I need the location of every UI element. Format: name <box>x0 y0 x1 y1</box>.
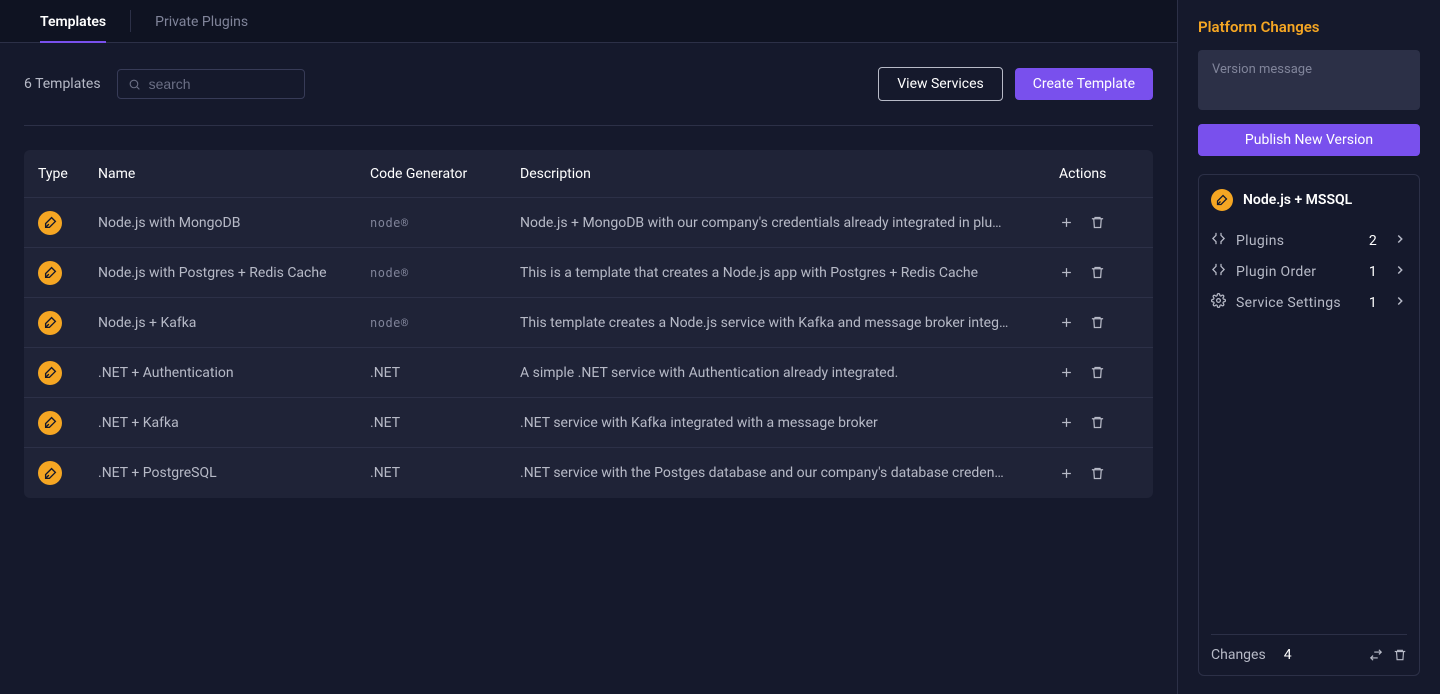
templates-count: 6 Templates <box>24 76 101 92</box>
template-type-icon <box>38 311 62 335</box>
platform-changes-title: Platform Changes <box>1198 18 1420 36</box>
add-icon[interactable] <box>1059 415 1074 430</box>
template-type-icon <box>38 361 62 385</box>
header-type: Type <box>38 166 98 182</box>
settings-icon <box>1211 293 1226 312</box>
generator-dotnet-icon: .NET <box>370 365 400 381</box>
table-header: Type Name Code Generator Description Act… <box>24 150 1153 198</box>
add-icon[interactable] <box>1059 466 1074 481</box>
chevron-right-icon <box>1393 263 1407 281</box>
add-icon[interactable] <box>1059 215 1074 230</box>
changes-footer: Changes 4 <box>1211 634 1407 675</box>
change-item-label: Plugins <box>1236 233 1359 249</box>
service-row[interactable]: Node.js + MSSQL <box>1211 189 1407 211</box>
changes-box: Node.js + MSSQL Plugins 2 Plugin Order 1… <box>1198 174 1420 676</box>
template-description: A simple .NET service with Authenticatio… <box>520 365 1059 381</box>
template-description: This is a template that creates a Node.j… <box>520 265 1059 281</box>
table-row[interactable]: .NET + PostgreSQL .NET .NET service with… <box>24 448 1153 498</box>
change-item[interactable]: Plugins 2 <box>1211 225 1407 256</box>
change-item[interactable]: Plugin Order 1 <box>1211 256 1407 287</box>
toolbar: 6 Templates View Services Create Templat… <box>24 67 1153 126</box>
table-row[interactable]: Node.js with MongoDB node® Node.js + Mon… <box>24 198 1153 248</box>
changes-count: 4 <box>1284 647 1292 663</box>
view-services-button[interactable]: View Services <box>878 67 1003 101</box>
template-description: .NET service with the Postges database a… <box>520 465 1059 481</box>
template-type-icon <box>38 261 62 285</box>
discard-icon[interactable] <box>1393 648 1407 662</box>
change-item-count: 1 <box>1369 295 1377 311</box>
search-input-wrapper[interactable] <box>117 69 305 99</box>
service-name: Node.js + MSSQL <box>1243 192 1352 208</box>
template-name: .NET + PostgreSQL <box>98 465 370 481</box>
template-name: .NET + Authentication <box>98 365 370 381</box>
chevron-right-icon <box>1393 294 1407 312</box>
change-item-count: 2 <box>1369 233 1377 249</box>
plugin-icon <box>1211 231 1226 250</box>
header-actions: Actions <box>1059 166 1139 182</box>
change-item-label: Plugin Order <box>1236 264 1359 280</box>
tab-private-plugins[interactable]: Private Plugins <box>155 0 248 42</box>
changes-label: Changes <box>1211 647 1266 663</box>
change-item-count: 1 <box>1369 264 1377 280</box>
generator-node-icon: node® <box>370 216 409 230</box>
table-row[interactable]: .NET + Authentication .NET A simple .NET… <box>24 348 1153 398</box>
generator-dotnet-icon: .NET <box>370 465 400 481</box>
templates-table: Type Name Code Generator Description Act… <box>24 150 1153 498</box>
template-name: Node.js with MongoDB <box>98 215 370 231</box>
table-row[interactable]: Node.js + Kafka node® This template crea… <box>24 298 1153 348</box>
template-description: .NET service with Kafka integrated with … <box>520 415 1059 431</box>
template-name: .NET + Kafka <box>98 415 370 431</box>
platform-changes-panel: Platform Changes Version message Publish… <box>1178 0 1440 694</box>
table-row[interactable]: .NET + Kafka .NET .NET service with Kafk… <box>24 398 1153 448</box>
change-item[interactable]: Service Settings 1 <box>1211 287 1407 318</box>
create-template-button[interactable]: Create Template <box>1015 68 1153 100</box>
add-icon[interactable] <box>1059 265 1074 280</box>
tab-templates[interactable]: Templates <box>40 0 106 42</box>
generator-node-icon: node® <box>370 266 409 280</box>
delete-icon[interactable] <box>1090 415 1105 430</box>
tabs-bar: Templates Private Plugins <box>0 0 1177 43</box>
search-input[interactable] <box>149 76 294 92</box>
compare-icon[interactable] <box>1369 648 1383 662</box>
search-icon <box>128 78 141 91</box>
delete-icon[interactable] <box>1090 315 1105 330</box>
header-name: Name <box>98 166 370 182</box>
chevron-right-icon <box>1393 232 1407 250</box>
delete-icon[interactable] <box>1090 265 1105 280</box>
template-description: Node.js + MongoDB with our company's cre… <box>520 215 1059 231</box>
template-description: This template creates a Node.js service … <box>520 315 1059 331</box>
service-icon <box>1211 189 1233 211</box>
add-icon[interactable] <box>1059 315 1074 330</box>
template-type-icon <box>38 411 62 435</box>
delete-icon[interactable] <box>1090 466 1105 481</box>
add-icon[interactable] <box>1059 365 1074 380</box>
delete-icon[interactable] <box>1090 215 1105 230</box>
generator-node-icon: node® <box>370 316 409 330</box>
change-item-label: Service Settings <box>1236 295 1359 311</box>
template-type-icon <box>38 461 62 485</box>
template-name: Node.js + Kafka <box>98 315 370 331</box>
plugin-icon <box>1211 262 1226 281</box>
tab-divider <box>130 10 131 32</box>
header-generator: Code Generator <box>370 166 520 182</box>
publish-version-button[interactable]: Publish New Version <box>1198 124 1420 156</box>
version-message-input[interactable]: Version message <box>1198 50 1420 110</box>
template-type-icon <box>38 211 62 235</box>
header-description: Description <box>520 166 1059 182</box>
table-row[interactable]: Node.js with Postgres + Redis Cache node… <box>24 248 1153 298</box>
template-name: Node.js with Postgres + Redis Cache <box>98 265 370 281</box>
generator-dotnet-icon: .NET <box>370 415 400 431</box>
delete-icon[interactable] <box>1090 365 1105 380</box>
